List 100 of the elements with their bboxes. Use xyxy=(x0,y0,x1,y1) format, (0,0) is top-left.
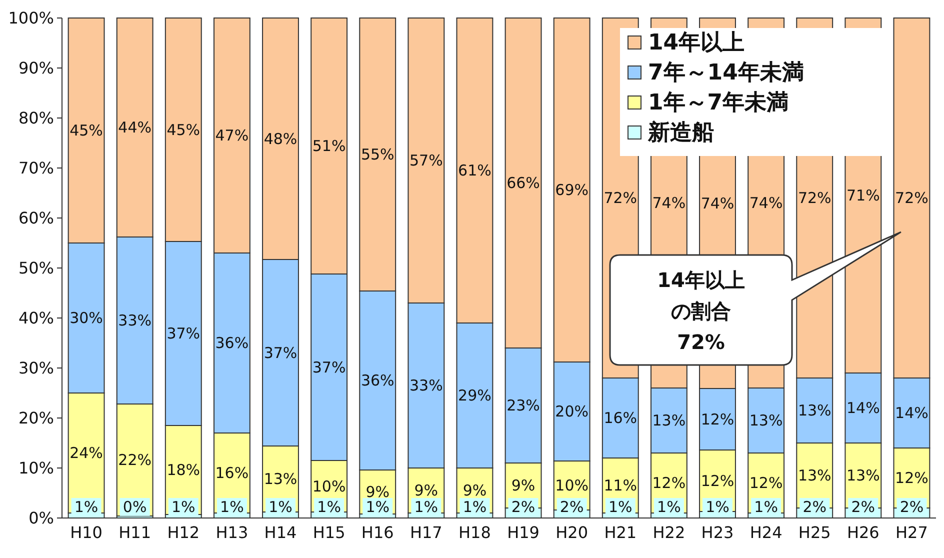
x-tick-label: H16 xyxy=(361,523,394,542)
data-label: 55% xyxy=(360,146,394,164)
data-label: 24% xyxy=(70,444,103,462)
data-label: 0% xyxy=(122,498,147,516)
legend-label: 新造船 xyxy=(647,120,714,146)
data-label: 57% xyxy=(409,152,443,170)
data-label: 72% xyxy=(798,189,832,207)
data-label: 1% xyxy=(317,498,341,516)
legend-label: 14年以上 xyxy=(648,30,745,56)
y-tick-label: 30% xyxy=(18,358,54,378)
data-label: 74% xyxy=(652,194,686,212)
x-tick-label: H17 xyxy=(410,523,442,542)
y-tick-label: 40% xyxy=(18,308,54,328)
data-label: 9% xyxy=(462,482,487,500)
x-tick-label: H15 xyxy=(312,523,346,542)
y-tick-label: 80% xyxy=(18,108,54,128)
data-label: 20% xyxy=(555,402,589,420)
x-tick-label: H27 xyxy=(896,523,928,542)
data-label: 1% xyxy=(462,498,487,516)
data-label: 1% xyxy=(74,498,98,516)
data-label: 37% xyxy=(264,344,298,362)
data-label: 12% xyxy=(700,472,734,490)
data-label: 45% xyxy=(166,120,200,139)
data-label: 12% xyxy=(749,474,783,492)
y-tick-label: 90% xyxy=(18,58,54,78)
data-label: 33% xyxy=(118,312,152,330)
data-label: 1% xyxy=(608,498,632,516)
data-label: 16% xyxy=(215,464,249,482)
x-tick-label: H19 xyxy=(507,523,540,542)
data-label: 37% xyxy=(312,358,346,376)
data-label: 13% xyxy=(264,470,298,488)
y-tick-label: 10% xyxy=(18,458,54,478)
data-label: 66% xyxy=(506,174,540,192)
data-label: 1% xyxy=(268,498,292,516)
data-label: 45% xyxy=(70,122,103,140)
data-label: 10% xyxy=(555,476,589,494)
data-label: 14% xyxy=(846,399,880,417)
data-label: 47% xyxy=(215,126,249,144)
x-tick-label: H10 xyxy=(70,523,102,542)
data-label: 13% xyxy=(749,412,783,430)
data-label: 13% xyxy=(798,466,832,484)
y-tick-label: 0% xyxy=(28,508,54,528)
data-label: 69% xyxy=(555,181,589,199)
data-label: 1% xyxy=(220,498,244,516)
data-label: 61% xyxy=(458,162,492,180)
x-tick-label: H14 xyxy=(264,523,297,542)
data-label: 1% xyxy=(414,498,438,516)
data-label: 71% xyxy=(846,186,880,204)
data-label: 36% xyxy=(360,372,394,390)
data-label: 72% xyxy=(604,189,638,207)
data-label: 48% xyxy=(264,130,298,148)
data-label: 23% xyxy=(506,396,540,414)
data-label: 74% xyxy=(749,194,783,212)
data-label: 1% xyxy=(171,498,196,516)
data-label: 1% xyxy=(657,498,681,516)
data-label: 16% xyxy=(604,409,638,427)
data-label: 12% xyxy=(652,474,686,492)
data-label: 11% xyxy=(604,476,638,494)
x-tick-label: H20 xyxy=(556,523,588,542)
data-label: 1% xyxy=(706,498,730,516)
legend-label: 7年～14年未満 xyxy=(648,60,804,86)
data-label: 12% xyxy=(895,469,928,487)
data-label: 13% xyxy=(652,412,686,430)
annotation: 14年以上の割合72% xyxy=(657,268,745,354)
data-label: 36% xyxy=(215,334,249,352)
x-tick-label: H21 xyxy=(604,523,637,542)
legend-label: 1年～7年未満 xyxy=(648,90,789,116)
data-label: 13% xyxy=(798,402,832,420)
x-tick-label: H23 xyxy=(701,523,734,542)
data-label: 9% xyxy=(366,483,390,501)
data-label: 29% xyxy=(458,386,492,404)
data-label: 74% xyxy=(700,194,734,212)
y-tick-label: 60% xyxy=(18,208,54,228)
data-label: 18% xyxy=(166,461,200,479)
data-label: 51% xyxy=(312,137,346,155)
x-tick-label: H11 xyxy=(118,523,152,542)
data-label: 37% xyxy=(166,324,200,342)
data-label: 1% xyxy=(366,498,390,516)
data-label: 33% xyxy=(409,376,443,394)
x-tick-label: H18 xyxy=(458,523,491,542)
data-label: 13% xyxy=(846,466,880,484)
data-label: 10% xyxy=(312,477,346,496)
data-label: 1% xyxy=(754,498,778,516)
x-tick-label: H13 xyxy=(216,523,248,542)
x-tick-label: H24 xyxy=(750,523,782,542)
data-label: 72% xyxy=(895,189,928,207)
x-tick-label: H25 xyxy=(798,523,831,542)
data-label: 44% xyxy=(118,118,152,136)
y-tick-label: 100% xyxy=(8,8,54,28)
data-label: 30% xyxy=(70,309,103,327)
data-label: 12% xyxy=(700,410,734,428)
x-tick-label: H12 xyxy=(167,523,200,542)
data-label: 9% xyxy=(414,482,438,500)
y-tick-label: 70% xyxy=(18,158,54,178)
data-label: 9% xyxy=(511,476,536,494)
x-tick-label: H26 xyxy=(846,523,880,542)
y-tick-label: 20% xyxy=(18,408,54,428)
data-label: 22% xyxy=(118,451,152,469)
data-label: 14% xyxy=(895,404,928,422)
x-tick-label: H22 xyxy=(652,523,686,542)
